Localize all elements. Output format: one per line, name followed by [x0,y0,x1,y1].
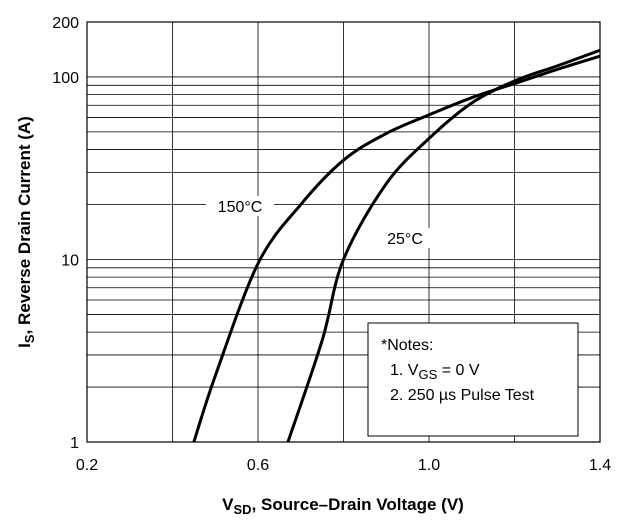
notes-item-rest: = 0 V [437,362,480,379]
notes-title: *Notes: [381,337,433,354]
x-tick-label: 1.4 [589,457,611,474]
label-bg [371,228,439,248]
notes-box [367,322,579,437]
series-line [192,54,600,442]
series-line [286,48,600,442]
y-axis-label: IS, Reverse Drain Current (A) [15,116,37,348]
y-label-main: I [15,343,34,348]
y-tick-label: 10 [61,252,79,269]
x-tick-label: 0.2 [76,457,98,474]
y-label-sub: S [22,334,37,343]
y-tick-label: 1 [70,435,79,452]
notes-item-sub: GS [418,367,437,382]
notes-item: 1. VGS = 0 V [390,362,480,382]
notes-item-main: 1. V [390,362,419,379]
y-label-rest: , Reverse Drain Current (A) [15,116,34,334]
series-label: 25°C [387,231,423,248]
y-tick-label: 100 [52,70,79,87]
x-tick-label: 0.6 [247,457,269,474]
notes-item: 2. 250 µs Pulse Test [390,387,535,404]
plot-frame [86,21,601,443]
y-tick-label: 200 [52,15,79,32]
x-axis-label: VSD, Source–Drain Voltage (V) [222,495,464,517]
x-tick-label: 1.0 [418,457,440,474]
x-label-sub: SD [234,502,252,517]
series-label: 150°C [218,199,263,216]
x-label-rest: , Source–Drain Voltage (V) [252,495,464,514]
x-label-main: V [222,495,234,514]
label-bg [206,196,274,216]
